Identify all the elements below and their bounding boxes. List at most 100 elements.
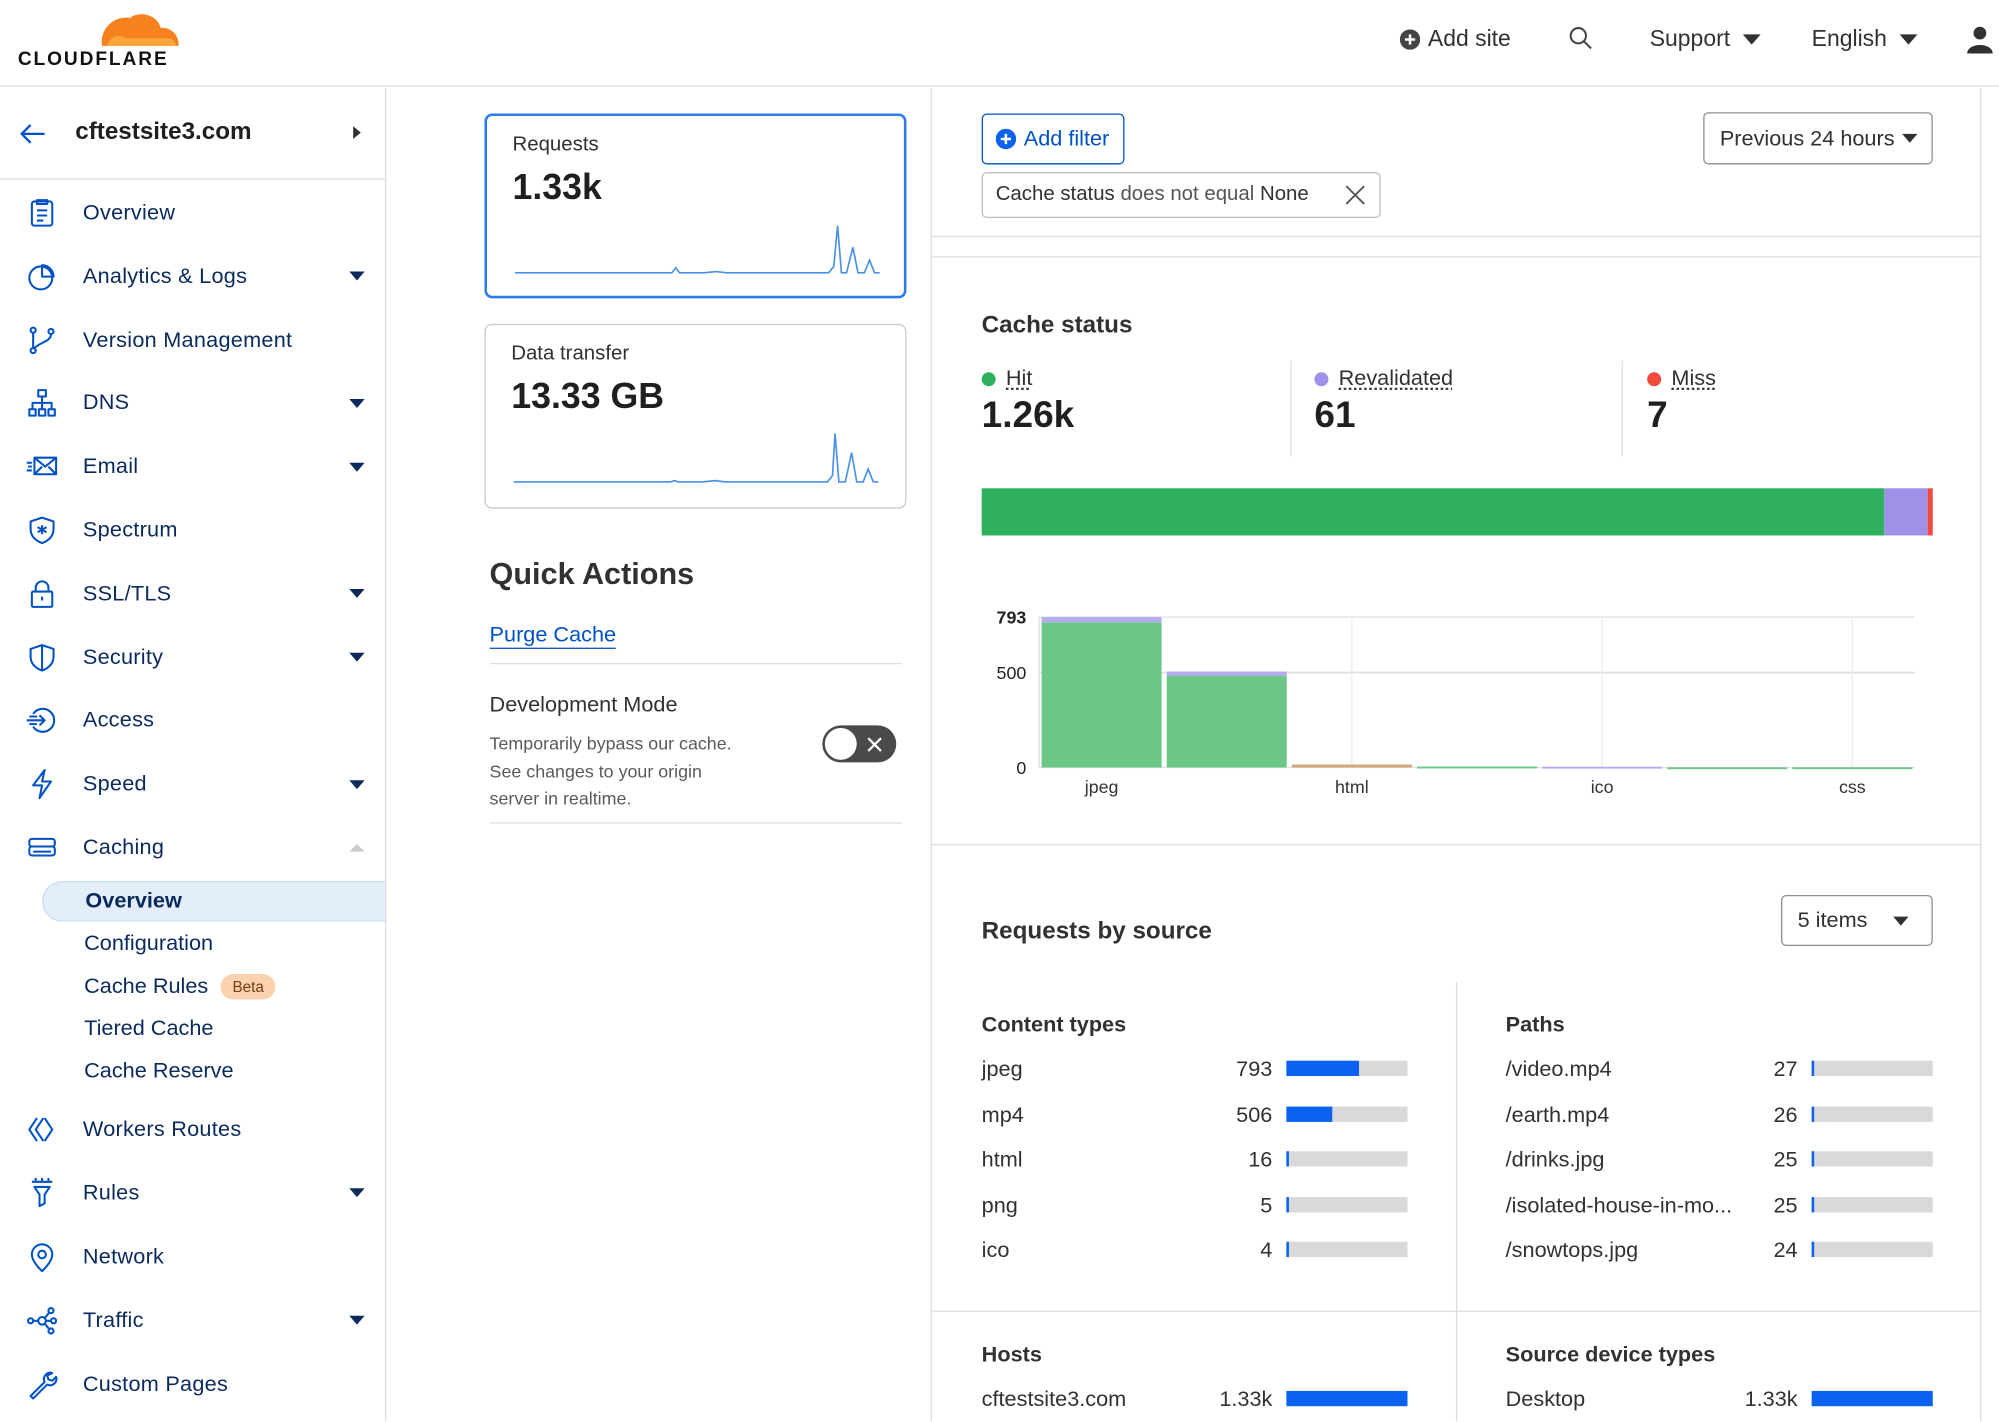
sidebar-item-rules[interactable]: Rules bbox=[0, 1168, 385, 1219]
chevron-down-icon bbox=[349, 589, 365, 599]
requests-value: 1.33k bbox=[512, 167, 602, 207]
legend-miss[interactable]: Miss bbox=[1647, 366, 1716, 391]
sidebar-item-spectrum[interactable]: Spectrum bbox=[0, 505, 385, 556]
bar-mp4-series-1[interactable] bbox=[1166, 671, 1287, 677]
row-value: 25 bbox=[1773, 1192, 1798, 1217]
sidebar-subitem-tiered-cache[interactable]: Tiered Cache bbox=[42, 1008, 385, 1049]
content-types-row[interactable]: ico 4 bbox=[982, 1238, 1408, 1263]
sidebar-item-analytics-logs[interactable]: Analytics & Logs bbox=[0, 251, 385, 302]
filter-operator: does not equal bbox=[1120, 183, 1255, 206]
paths-row[interactable]: /isolated-house-in-mo... 25 bbox=[1506, 1193, 1933, 1218]
row-value: 25 bbox=[1773, 1147, 1798, 1172]
sidebar-item-label: Overview bbox=[82, 200, 176, 225]
sidebar-item-version-management[interactable]: Version Management bbox=[0, 314, 385, 365]
bar-ico-series-1[interactable] bbox=[1542, 766, 1663, 769]
purge-cache-link[interactable]: Purge Cache bbox=[489, 622, 617, 649]
sidebar-subitem-label: Tiered Cache bbox=[84, 1015, 214, 1041]
row-bar bbox=[1811, 1196, 1933, 1212]
column-divider bbox=[930, 87, 932, 1422]
legend-hit[interactable]: Hit bbox=[981, 366, 1032, 391]
hosts-row[interactable]: cftestsite3.com 1.33k bbox=[982, 1387, 1408, 1412]
lightning-icon bbox=[25, 768, 58, 801]
language-label: English bbox=[1811, 25, 1887, 51]
storage-icon bbox=[25, 831, 58, 864]
workers-icon bbox=[25, 1113, 58, 1146]
row-value: 793 bbox=[1236, 1056, 1273, 1082]
device-types-row[interactable]: Desktop 1.33k bbox=[1506, 1387, 1933, 1412]
row-bar-fill bbox=[1811, 1390, 1933, 1407]
user-menu[interactable] bbox=[1966, 25, 1994, 54]
sidebar-item-dns[interactable]: DNS bbox=[0, 378, 385, 429]
time-range-select[interactable]: Previous 24 hours bbox=[1703, 112, 1933, 165]
paths-row[interactable]: /video.mp4 27 bbox=[1506, 1057, 1933, 1082]
sidebar-item-label: Traffic bbox=[82, 1307, 144, 1332]
row-value: 4 bbox=[1260, 1237, 1273, 1263]
sidebar-item-custom-pages[interactable]: Custom Pages bbox=[0, 1359, 385, 1410]
back-button[interactable] bbox=[18, 119, 49, 150]
search-button[interactable] bbox=[1568, 25, 1593, 50]
data-transfer-card[interactable]: Data transfer 13.33 GB bbox=[484, 323, 907, 509]
row-bar-fill bbox=[1811, 1196, 1815, 1212]
support-menu[interactable]: Support bbox=[1650, 25, 1761, 52]
content-types-row[interactable]: png 5 bbox=[982, 1193, 1408, 1218]
network-tree-icon bbox=[25, 387, 58, 420]
legend-value: 1.26k bbox=[981, 395, 1075, 437]
y-tick-label: 500 bbox=[997, 663, 1027, 683]
add-site-label: Add site bbox=[1427, 25, 1511, 51]
legend-divider bbox=[1621, 360, 1623, 457]
email-icon bbox=[25, 450, 58, 483]
bar-other-series-0[interactable] bbox=[1667, 767, 1788, 770]
chevron-down-icon bbox=[349, 1188, 365, 1198]
legend-revalidated[interactable]: Revalidated bbox=[1314, 366, 1453, 391]
bar-jpeg-series-1[interactable] bbox=[1041, 617, 1162, 623]
items-count-select[interactable]: 5 items bbox=[1781, 894, 1933, 946]
requests-card[interactable]: Requests 1.33k bbox=[484, 113, 907, 299]
paths-row[interactable]: /drinks.jpg 25 bbox=[1506, 1147, 1933, 1172]
sidebar-subitem-configuration[interactable]: Configuration bbox=[42, 923, 385, 964]
content-types-row[interactable]: mp4 506 bbox=[982, 1102, 1408, 1127]
x-tick-label: css bbox=[1839, 777, 1866, 797]
paths-row[interactable]: /snowtops.jpg 24 bbox=[1506, 1238, 1933, 1263]
sidebar-subitem-cache-rules[interactable]: Cache Rules Beta bbox=[42, 966, 385, 1007]
remove-filter-icon[interactable] bbox=[1345, 185, 1365, 205]
filter-field: Cache status bbox=[995, 183, 1115, 206]
sidebar-item-overview[interactable]: Overview bbox=[0, 187, 385, 238]
paths-row[interactable]: /earth.mp4 26 bbox=[1506, 1102, 1933, 1127]
bar-mp4-series-0[interactable] bbox=[1166, 676, 1287, 768]
sidebar-item-security[interactable]: Security bbox=[0, 632, 385, 683]
sidebar-item-label: Caching bbox=[82, 835, 165, 860]
row-bar bbox=[1811, 1060, 1933, 1077]
sidebar-item-ssl-tls[interactable]: SSL/TLS bbox=[0, 568, 385, 619]
sidebar-item-caching[interactable]: Caching bbox=[0, 822, 385, 873]
sidebar-subitem-cache-reserve[interactable]: Cache Reserve bbox=[42, 1051, 385, 1092]
sidebar-item-traffic[interactable]: Traffic bbox=[0, 1295, 385, 1346]
add-filter-label: Add filter bbox=[1023, 126, 1110, 151]
sidebar-item-speed[interactable]: Speed bbox=[0, 759, 385, 810]
language-menu[interactable]: English bbox=[1812, 25, 1918, 52]
cloudflare-logo[interactable]: CLOUDFLARE bbox=[18, 8, 184, 72]
sidebar-item-label: Custom Pages bbox=[82, 1371, 229, 1396]
sidebar-item-access[interactable]: Access bbox=[0, 695, 385, 746]
bar-jpeg-series-0[interactable] bbox=[1041, 622, 1162, 768]
y-tick-label: 0 bbox=[1016, 758, 1026, 778]
add-site-button[interactable]: Add site bbox=[1399, 25, 1511, 52]
dev-mode-toggle[interactable] bbox=[822, 725, 897, 763]
sidebar-subitem-label: Cache Rules bbox=[84, 973, 209, 998]
content-types-row[interactable]: jpeg 793 bbox=[982, 1057, 1408, 1082]
sidebar-item-workers-routes[interactable]: Workers Routes bbox=[0, 1104, 385, 1155]
data-transfer-value: 13.33 GB bbox=[511, 376, 665, 416]
chevron-up-icon bbox=[349, 843, 365, 852]
row-bar-fill bbox=[1286, 1196, 1289, 1212]
bar-png-series-0[interactable] bbox=[1416, 766, 1537, 769]
sidebar-item-network[interactable]: Network bbox=[0, 1231, 385, 1282]
filter-chip[interactable]: Cache status does not equal None bbox=[981, 172, 1381, 219]
sidebar-subitem-label: Cache Reserve bbox=[84, 1058, 234, 1083]
sidebar-subitem-overview[interactable]: Overview bbox=[42, 880, 386, 922]
sidebar-item-email[interactable]: Email bbox=[0, 441, 385, 492]
row-name: jpeg bbox=[981, 1056, 1023, 1082]
bar-html-series-2[interactable] bbox=[1291, 764, 1412, 768]
site-switcher-chevron-icon[interactable] bbox=[353, 126, 361, 139]
bar-css-series-0[interactable] bbox=[1792, 767, 1913, 770]
content-types-row[interactable]: html 16 bbox=[982, 1147, 1408, 1172]
add-filter-button[interactable]: Add filter bbox=[981, 113, 1125, 165]
